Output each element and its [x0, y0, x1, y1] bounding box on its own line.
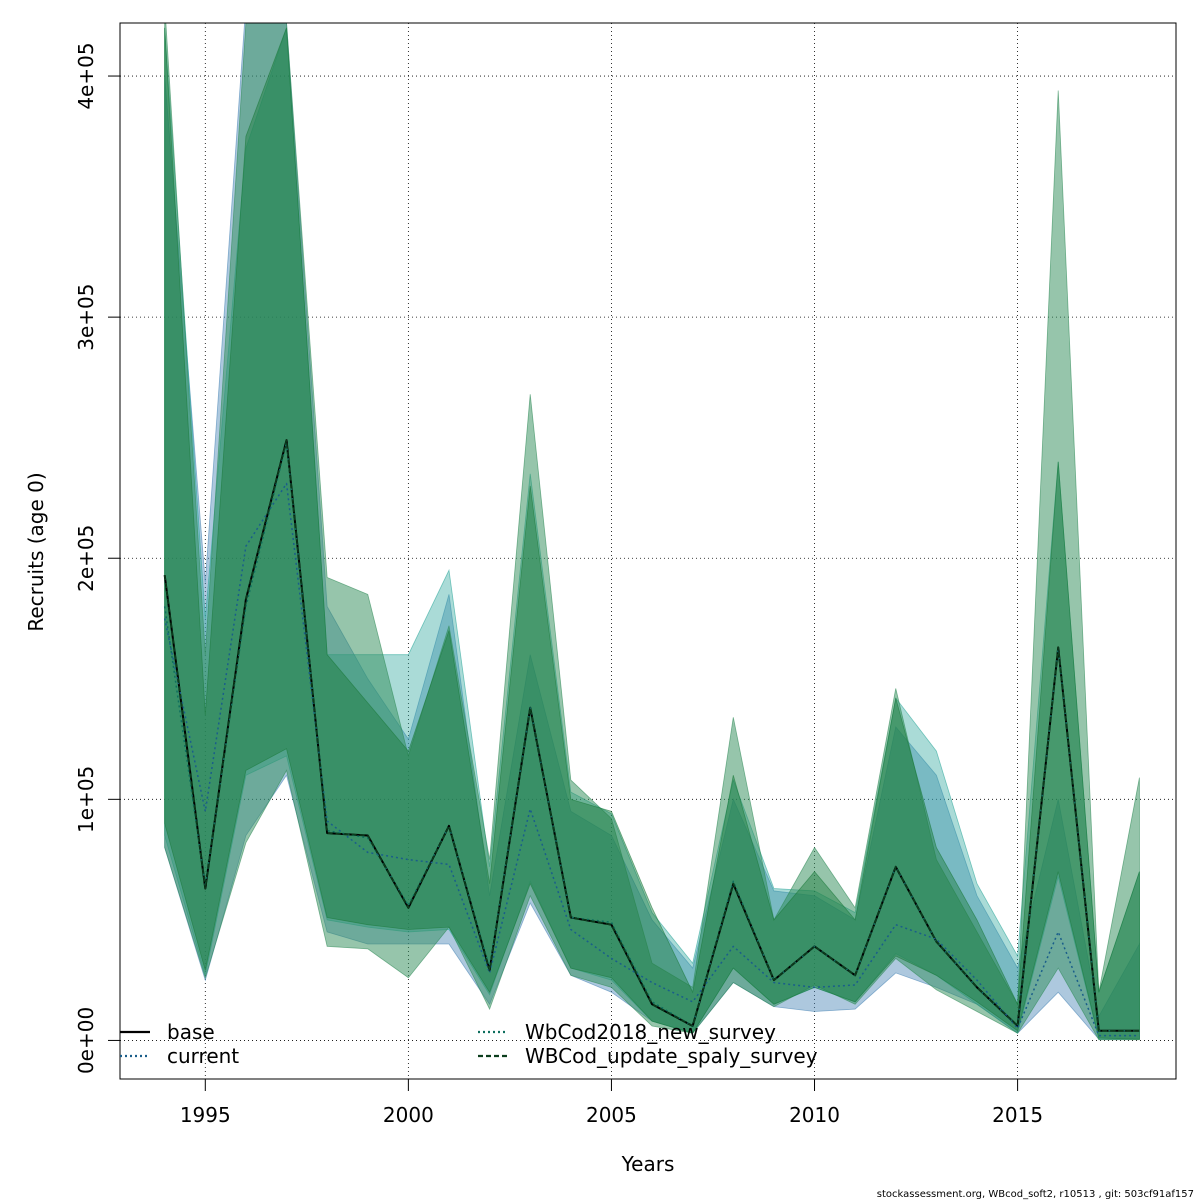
y-axis: 0e+00 1e+05 2e+05 3e+05 4e+05: [74, 42, 120, 1074]
legend-label-base: base: [167, 1020, 215, 1044]
y-tick-label: 3e+05: [74, 284, 98, 351]
x-tick-label: 2015: [992, 1103, 1043, 1127]
x-tick-label: 2010: [789, 1103, 840, 1127]
plot-frame: [119, 22, 1177, 1080]
footer-credit: stockassessment.org, WBcod_soft2, r10513…: [877, 1189, 1194, 1200]
confidence-bands: [164, 23, 1140, 1041]
x-tick-label: 1995: [180, 1103, 231, 1127]
x-axis-title: Years: [621, 1152, 675, 1176]
confidence-band-spaly: [164, 23, 1140, 1041]
y-axis-title: Recruits (age 0): [24, 472, 48, 631]
y-tick-label: 0e+00: [74, 1007, 98, 1074]
x-axis: 1995 2000 2005 2010 2015: [180, 1079, 1043, 1127]
y-tick-label: 1e+05: [74, 766, 98, 833]
x-tick-label: 2000: [383, 1103, 434, 1127]
y-tick-label: 4e+05: [74, 42, 98, 109]
series-lines: [163, 439, 1140, 1037]
legend-label-spaly: WBCod_update_spaly_survey: [525, 1044, 818, 1068]
legend-label-current: current: [167, 1044, 239, 1068]
confidence-band-base: [164, 27, 1140, 1040]
series-line-base: [163, 439, 1140, 1032]
x-tick-label: 2005: [586, 1103, 637, 1127]
y-tick-label: 2e+05: [74, 525, 98, 592]
legend-label-wb2018: WbCod2018_new_survey: [525, 1020, 776, 1044]
series-line-current: [163, 482, 1140, 1037]
